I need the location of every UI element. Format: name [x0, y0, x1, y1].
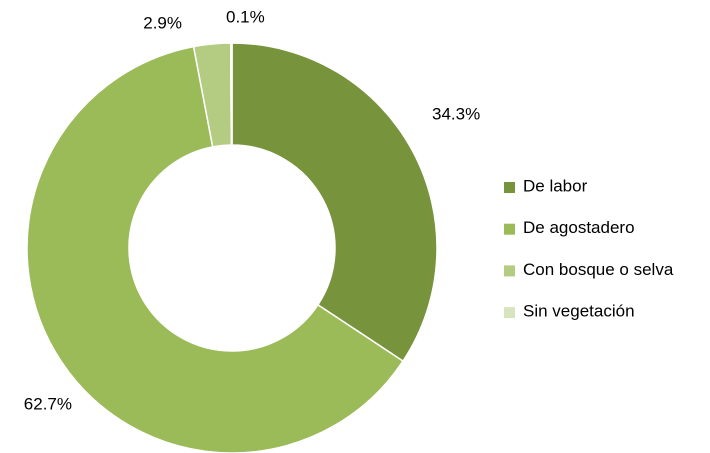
legend-label: De labor [523, 176, 588, 195]
legend-swatch [504, 307, 515, 319]
data-label: 34.3% [432, 104, 480, 123]
donut-slice [229, 42, 233, 146]
data-label: 2.9% [143, 13, 182, 32]
legend-swatch [504, 223, 515, 235]
legend-label: Sin vegetación [523, 302, 635, 321]
legend-swatch [504, 265, 515, 277]
legend-swatch [504, 182, 515, 193]
data-label: 0.1% [226, 7, 265, 26]
donut-slice [231, 42, 438, 363]
donut-slice [26, 45, 405, 453]
legend-label: De agostadero [523, 218, 635, 237]
data-label: 62.7% [24, 394, 72, 413]
legend-label: Con bosque o selva [523, 260, 674, 279]
